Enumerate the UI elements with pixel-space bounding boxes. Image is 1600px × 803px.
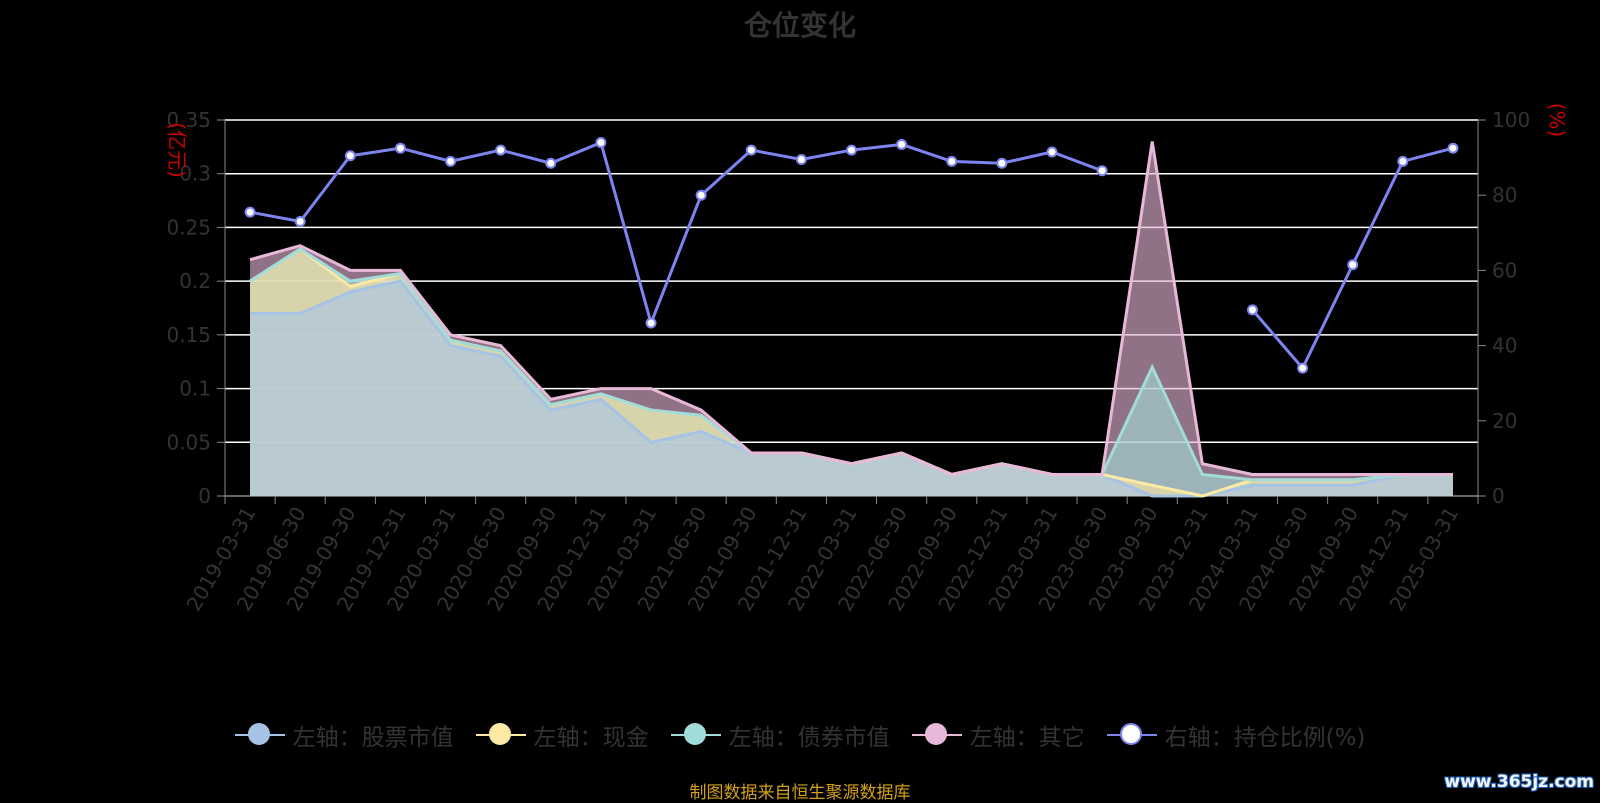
legend-label-bond: 左轴：债券市值 [728, 725, 890, 751]
area-edge-3 [249, 141, 1453, 477]
legend-label-ratio: 右轴：持仓比例(%) [1164, 725, 1366, 751]
y-left-tick-label-5: 0.25 [166, 215, 211, 239]
legend-item-cash[interactable]: 左轴：现金 [475, 718, 649, 752]
y-right-tick-label-0: 0 [1492, 484, 1505, 508]
ratio-point-20 [1246, 304, 1258, 316]
legend-label-other: 左轴：其它 [969, 725, 1085, 751]
data-source-note: 制图数据来自恒生聚源数据库 [689, 783, 911, 803]
y-right-tick-label-5: 100 [1492, 108, 1530, 132]
legend-item-bond[interactable]: 左轴：债券市值 [670, 718, 890, 752]
legend-label-cash: 左轴：现金 [533, 725, 649, 751]
legend-symbol-bond [670, 722, 721, 748]
ratio-point-23 [1397, 155, 1409, 167]
y-right-tick-label-1: 20 [1492, 409, 1517, 433]
ratio-point-17 [1096, 165, 1108, 177]
ratio-point-6 [545, 157, 557, 169]
ratio-point-14 [946, 155, 958, 167]
ratio-point-12 [846, 144, 857, 156]
y-left-tick-label-3: 0.15 [166, 323, 211, 347]
ratio-point-1 [294, 216, 306, 228]
y-left-tick-label-4: 0.2 [179, 269, 211, 293]
area-0 [250, 281, 1453, 496]
ratio-point-15 [996, 157, 1008, 169]
legend-symbol-ratio [1106, 722, 1157, 748]
ratio-point-9 [695, 189, 707, 201]
ratio-point-13 [896, 138, 908, 150]
legend-symbol-stock [234, 722, 285, 748]
ratio-point-7 [595, 137, 607, 149]
ratio-point-21 [1297, 362, 1309, 374]
y-left-tick-label-2: 0.1 [179, 377, 211, 401]
y-left-tick-label-7: 0.35 [166, 108, 211, 132]
legend-item-other[interactable]: 左轴：其它 [911, 718, 1085, 752]
ratio-point-0 [244, 206, 256, 218]
y-right-tick-label-4: 80 [1492, 183, 1517, 207]
legend-item-stock[interactable]: 左轴：股票市值 [234, 718, 454, 752]
ratio-point-8 [645, 317, 657, 329]
y-right-tick-label-2: 40 [1492, 334, 1517, 358]
ratio-point-3 [394, 142, 406, 154]
y-right-tick-label-3: 60 [1492, 258, 1517, 282]
y-left-axis-label: (亿元) [165, 122, 189, 178]
ratio-point-24 [1447, 142, 1459, 154]
y-left-tick-label-0: 0 [198, 484, 211, 508]
legend-item-ratio[interactable]: 右轴：持仓比例(%) [1106, 718, 1366, 752]
ratio-point-5 [495, 144, 507, 156]
legend-label-stock: 左轴：股票市值 [292, 725, 454, 751]
y-right-axis-label: (%) [1545, 103, 1569, 138]
ratio-point-4 [445, 155, 457, 167]
legend-symbol-cash [475, 722, 526, 748]
ratio-point-16 [1046, 146, 1058, 158]
watermark: www.365jz.com [1444, 772, 1594, 792]
ratio-point-22 [1347, 259, 1359, 271]
legend-symbol-other [911, 722, 962, 748]
chart-title: 仓位变化 [743, 9, 856, 42]
ratio-point-11 [795, 153, 807, 165]
ratio-point-2 [344, 150, 356, 162]
ratio-point-10 [745, 144, 757, 156]
y-left-tick-label-6: 0.3 [179, 162, 211, 186]
legend: 左轴：股票市值 左轴：现金 左轴：债券市值 左轴：其它 右轴：持仓比例(%) [0, 718, 1600, 752]
y-left-tick-label-1: 0.05 [166, 430, 211, 454]
